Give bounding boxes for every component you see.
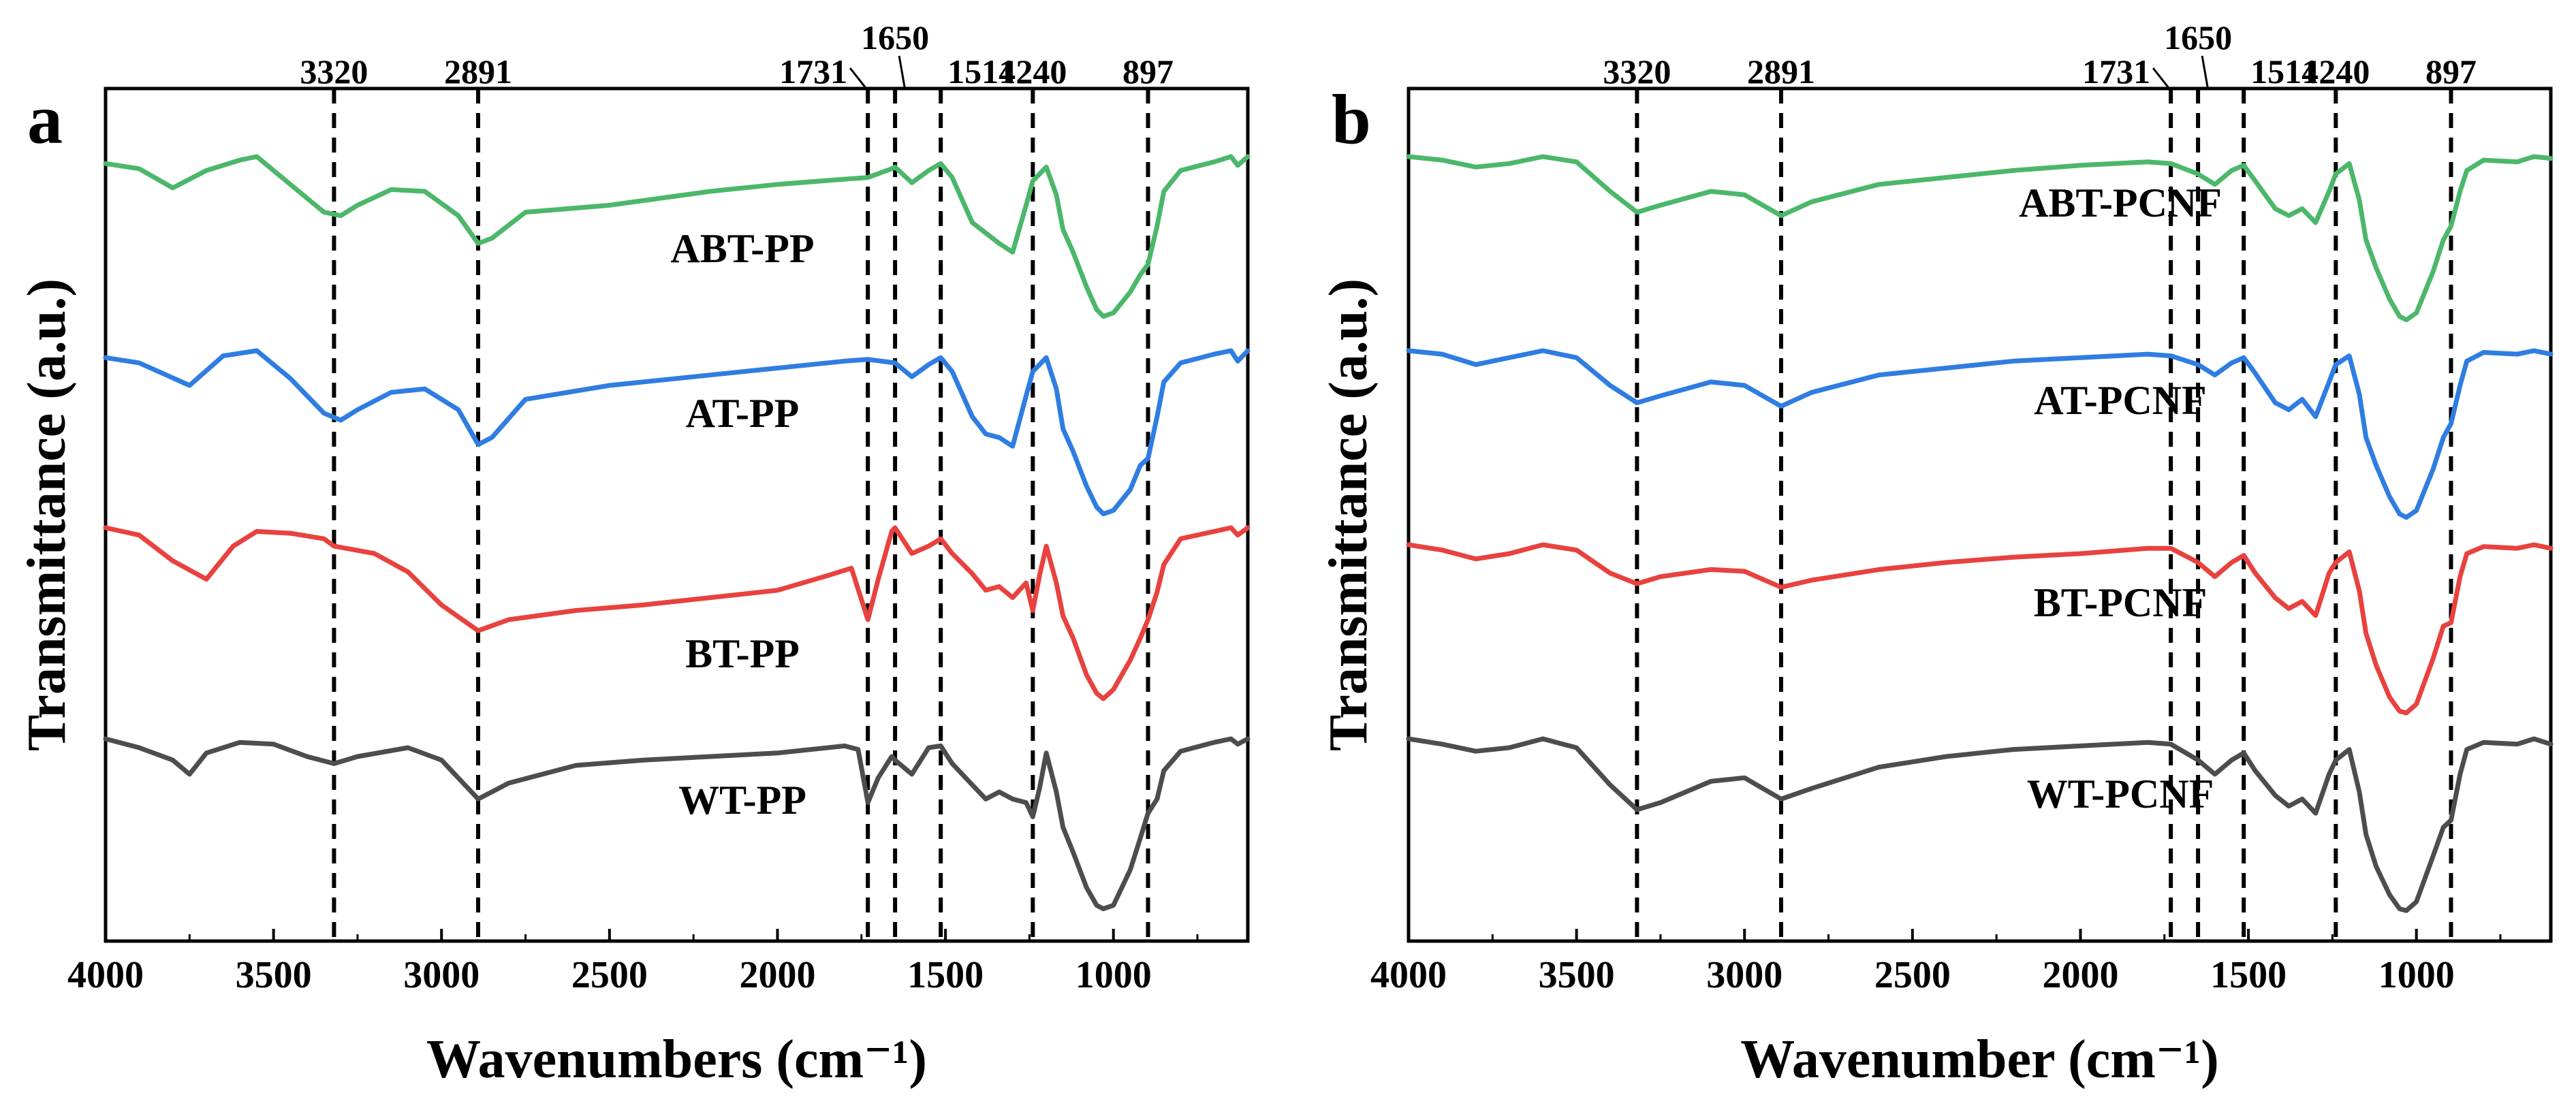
peak-label: 1240 (999, 52, 1067, 91)
spectrum-line-bt-pcnf (1406, 542, 2554, 716)
peak-label: 1650 (861, 18, 929, 57)
spectrum-line-bt-pp (103, 525, 1251, 701)
y-axis-title: Transmittance (a.u.) (1319, 279, 1379, 751)
series-label: AT-PP (686, 391, 800, 436)
peak-label-leader (849, 67, 866, 88)
x-tick-label: 1500 (907, 954, 984, 996)
x-tick-label: 3000 (403, 954, 480, 996)
x-tick-label: 4000 (1370, 954, 1447, 996)
spectrum-line-wt-pp (103, 736, 1251, 912)
panel-letter: b (1332, 80, 1371, 159)
series-label: BT-PCNF (2034, 580, 2207, 625)
peak-label: 1650 (2164, 18, 2232, 57)
spectrum-line-wt-pcnf (1406, 736, 2554, 913)
peak-label: 3320 (1603, 52, 1671, 91)
panel-a: 4000 3500 3000 2500 2000 1500 1000 Wavenumbers … (17, 18, 1251, 1090)
x-tick-label: 1000 (1075, 954, 1152, 996)
peak-label: 1514 (2250, 52, 2319, 91)
peak-label: 2891 (1747, 52, 1815, 91)
series-label: ABT-PCNF (2019, 180, 2222, 225)
peak-label-leader (898, 55, 906, 88)
peak-label-leader (2201, 55, 2209, 88)
spectrum-line-abt-pcnf (1406, 154, 2554, 323)
series-label: WT-PP (678, 778, 806, 823)
peak-label: 897 (2425, 52, 2477, 91)
peak-label: 1514 (947, 52, 1016, 91)
spectrum-line-at-pp (103, 348, 1251, 517)
x-tick-label: 1000 (2378, 954, 2455, 996)
x-tick-label: 3500 (1539, 954, 1615, 996)
series-label: BT-PP (685, 631, 800, 676)
series-label: AT-PCNF (2034, 378, 2206, 423)
x-tick-label: 2000 (739, 954, 815, 996)
y-axis-title: Transmittance (a.u.) (17, 279, 77, 751)
peak-label-leader (2152, 67, 2169, 88)
plot-frame (1407, 86, 2553, 943)
peak-label: 1731 (779, 52, 847, 91)
panel-b: 4000 3500 3000 2500 2000 1500 1000 Wavenumber (… (1319, 18, 2554, 1090)
x-tick-label: 3000 (1706, 954, 1782, 996)
panel-letter: a (27, 80, 63, 159)
x-tick-label: 1500 (2210, 954, 2287, 996)
peak-label: 2891 (444, 52, 512, 91)
x-tick-label: 3500 (236, 954, 312, 996)
x-tick-label: 4000 (67, 954, 144, 996)
series-label: WT-PCNF (2027, 772, 2214, 816)
peak-label: 1731 (2082, 52, 2150, 91)
x-tick-label: 2500 (1874, 954, 1951, 996)
plot-frame (104, 86, 1250, 943)
x-axis-title: Wavenumbers (cm⁻¹) (426, 1030, 927, 1090)
x-axis-title: Wavenumber (cm⁻¹) (1740, 1030, 2218, 1090)
spectrum-line-at-pcnf (1406, 348, 2554, 520)
peak-label: 1240 (2302, 52, 2370, 91)
series-label: ABT-PP (670, 226, 814, 271)
peak-label: 3320 (300, 52, 368, 91)
spectrum-line-abt-pp (103, 154, 1251, 319)
x-tick-label: 2500 (571, 954, 648, 996)
x-tick-label: 2000 (2042, 954, 2118, 996)
peak-label: 897 (1122, 52, 1174, 91)
